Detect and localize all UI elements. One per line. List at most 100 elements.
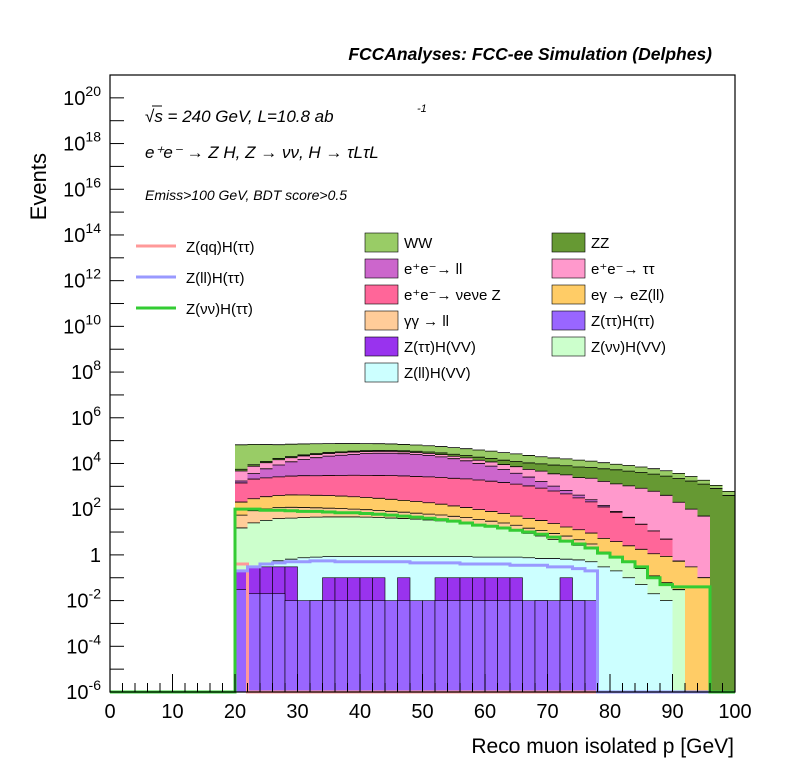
bar-e-e [472,463,485,480]
bar-e-e-e-e-z [310,475,323,496]
line-z-h [110,507,735,694]
bar-ww [647,468,660,475]
bar- [272,507,285,519]
annotation-line1-exponent: -1 [417,103,427,115]
bar-zz [635,472,648,489]
bar-ww [522,455,535,463]
y-tick-label: 1010 [63,311,101,338]
bar-e-e [485,461,498,467]
bar-zz [322,452,335,454]
y-tick-label: 1 [90,545,101,567]
bar-zz [597,468,610,482]
bar-ww [272,444,285,459]
bar-e-ez [497,513,510,524]
bar-e-e [447,458,460,479]
legend-swatch-e-ez-ll [551,284,586,305]
legend-swatch-zz [551,232,586,253]
bar-e-e [497,464,510,470]
y-tick-label: 1012 [63,266,101,293]
bar-ww [435,446,448,453]
bar- [560,536,573,543]
annotation-block: √s = 240 GeV, L=10.8 ab -1 e⁺e⁻ → Z H, Z… [145,103,427,203]
bar-e-e [572,495,585,498]
bar-z-h-vv [547,539,560,559]
x-tick-label: 10 [161,701,183,723]
bar-zz [535,463,548,472]
bar- [485,521,498,527]
bar-ww [660,470,673,477]
bar-ww [622,465,635,472]
bar-zz [410,451,423,453]
bar-e-e-e-e-z [410,476,423,502]
bar-e-ez [597,538,610,553]
x-tick-label: 70 [536,701,558,723]
bar-e-e-e-e-z [385,475,398,500]
bar-ww [697,480,710,485]
bar-e-e [360,451,373,454]
bar-zz [685,481,698,510]
y-tick-label: 1020 [63,83,101,110]
bar-z-h [497,600,511,693]
legend-label-z-h: Z(νν)H(ττ) [186,301,253,318]
bar-z-h-vv [672,589,685,692]
bar-ww [610,464,623,470]
bar-e-e-e-e-z [622,517,635,546]
bar-e-ez [472,509,485,520]
y-tick-label: 10-4 [66,631,101,658]
x-tick-label: 60 [474,701,496,723]
bar-e-ez [572,529,585,540]
legend-label-e-e-ll: e⁺e⁻→ ll [404,261,462,278]
bar-z-h [472,600,486,693]
bar-e-e-e-e-z [247,479,260,499]
bar-e-ez [622,545,635,562]
bar-e-e-e-e-z [435,477,448,505]
legend-label-z-ll-h: Z(ll)H(ττ) [186,270,245,287]
bar-e-e-e-e-z [522,485,535,519]
bar-ww [685,476,698,482]
bar-e-e [322,456,335,476]
bar-e-e [535,471,548,482]
bar-e-e [510,473,523,485]
bar-z-h-vv [660,582,673,601]
bar-e-ez [260,496,273,509]
bar-zz [435,452,448,455]
legend-swatch-ll [364,310,399,331]
bar-ww [710,485,723,489]
bar-e-e-e-e-z [547,491,560,524]
bar-z-h [297,600,311,693]
bar-e-ez [335,496,348,509]
bar-e-ez [385,499,398,512]
bar-ww [447,447,460,455]
bar-z-h [247,593,261,693]
bar-z-h-vv [635,568,648,585]
bar-e-e [272,459,285,465]
bar-z-h [584,600,598,693]
bar-e-e [597,505,610,507]
bar-ww [535,456,548,464]
bar-e-e [235,481,248,483]
bar-ww [722,491,735,496]
bar-e-e [272,464,285,477]
bar-e-ez [510,516,523,526]
legend-label-z-qq-h: Z(qq)H(ττ) [186,239,255,256]
bar-e-e-e-e-z [635,524,648,550]
legend-label-e-e-e-e-z: e⁺e⁻→ νeνe Z [404,287,501,304]
bar-ww [572,460,585,468]
bar-ww [347,443,360,452]
bar-z-h-vv [647,593,660,692]
bar-e-e [410,452,423,455]
bar-e-e [422,453,435,456]
bar-e-e [535,481,548,489]
bar-e-e-e-e-z [497,482,510,514]
bar-zz [310,453,323,455]
bar-zz [447,454,460,457]
bar-e-e-e-e-z [297,475,310,495]
bar-z-h-vv [335,516,348,557]
bar-z-h [384,600,398,693]
bar-e-e [510,466,523,474]
legend-label-z-h: Z(ττ)H(ττ) [591,313,655,330]
bar-ww [497,452,510,461]
bar-z-h-vv [535,536,548,559]
bar-zz [247,464,260,467]
x-tick-label: 30 [286,701,308,723]
